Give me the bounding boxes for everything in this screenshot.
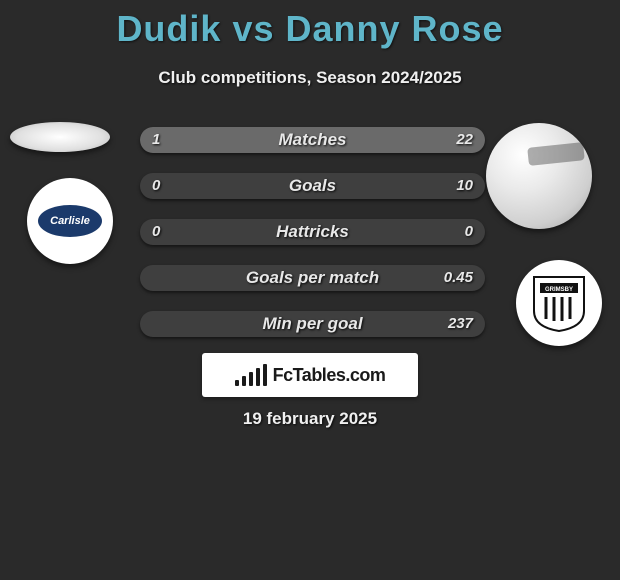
stat-value-right: 237: [448, 311, 473, 337]
stat-value-left: 1: [152, 127, 160, 153]
stat-row: Min per goal237: [140, 311, 485, 337]
stat-row: Hattricks0 0: [140, 219, 485, 245]
player-right-club-badge: GRIMSBY: [516, 260, 602, 346]
carlisle-badge-text: Carlisle: [38, 205, 102, 237]
stat-label: Hattricks: [140, 219, 485, 245]
stat-label: Goals per match: [140, 265, 485, 291]
stat-label: Goals: [140, 173, 485, 199]
stat-value-left: 0: [152, 219, 160, 245]
stat-row: Goals per match0.45: [140, 265, 485, 291]
stats-bars: Matches122Goals010Hattricks00Goals per m…: [140, 127, 485, 357]
stat-value-right: 0: [465, 219, 473, 245]
player-left-club-badge: Carlisle: [27, 178, 113, 264]
stat-value-right: 22: [456, 127, 473, 153]
comparison-date: 19 february 2025: [0, 409, 620, 429]
stat-value-left: 0: [152, 173, 160, 199]
player-right-avatar: [486, 123, 592, 229]
grimsby-shield-icon: GRIMSBY: [532, 273, 586, 333]
comparison-title: Dudik vs Danny Rose: [0, 0, 620, 50]
fctables-bars-icon: [235, 364, 267, 386]
stat-row: Matches1 22: [140, 127, 485, 153]
svg-text:GRIMSBY: GRIMSBY: [545, 287, 573, 293]
comparison-subtitle: Club competitions, Season 2024/2025: [0, 68, 620, 88]
stat-label: Matches: [140, 127, 485, 153]
stat-value-right: 0.45: [444, 265, 473, 291]
stat-value-right: 10: [456, 173, 473, 199]
stat-label: Min per goal: [140, 311, 485, 337]
player-left-avatar: [10, 122, 110, 152]
fctables-branding: FcTables.com: [202, 353, 418, 397]
stat-row: Goals0 10: [140, 173, 485, 199]
fctables-text: FcTables.com: [273, 365, 386, 386]
